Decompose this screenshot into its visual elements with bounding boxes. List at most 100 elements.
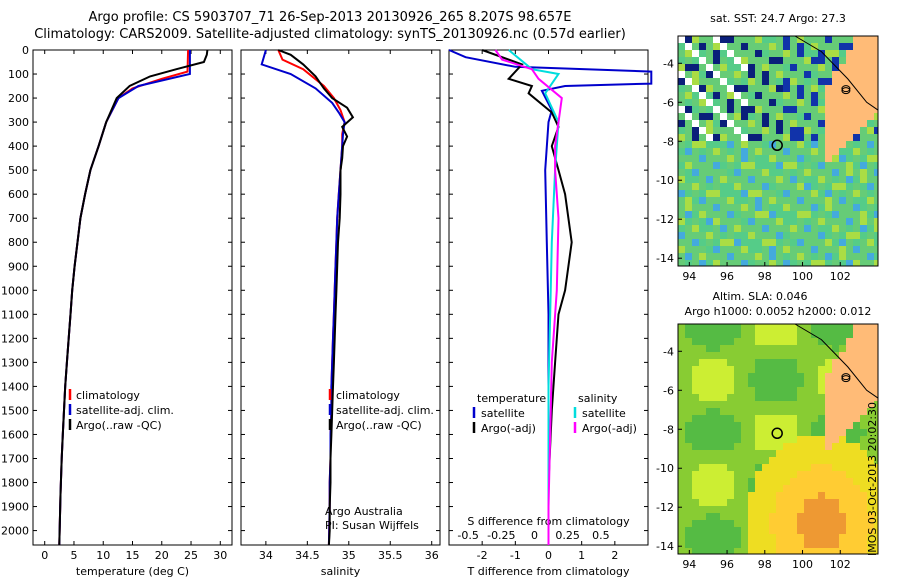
difference-panel: -2 -1 0 1 2 T difference from climatology -0.5… <box>448 49 653 578</box>
map-x-tick-label: 100 <box>792 270 813 283</box>
y-tick-label: 1300 <box>1 356 29 369</box>
legend-label: temperature <box>477 392 546 405</box>
x-tick-label: 35.5 <box>378 549 403 562</box>
x-tick-label: 30 <box>213 549 227 562</box>
y-tick-label: 700 <box>8 212 29 225</box>
sla-map-subtitle: Argo h1000: 0.0052 h2000: 0.012 <box>685 305 872 318</box>
sst-map-title: sat. SST: 24.7 Argo: 27.3 <box>710 12 846 25</box>
map-y-tick-label: -12 <box>656 213 674 226</box>
y-tick-label: 1000 <box>1 284 29 297</box>
y-tick-label: 600 <box>8 188 29 201</box>
map-x-tick-label: 100 <box>792 558 813 571</box>
map-x-tick-label: 94 <box>682 558 696 571</box>
y-tick-label: 1900 <box>1 501 29 514</box>
map-x-tick-label: 94 <box>682 270 696 283</box>
map-x-tick-label: 102 <box>830 270 851 283</box>
salinity-panel: 34 34.5 35 35.5 36 salinity climatology satelli… <box>240 49 441 578</box>
legend-label: satellite <box>582 407 626 420</box>
x2-tick-label: 0 <box>531 529 538 542</box>
series-line-temperature-argo-adj- <box>481 49 573 545</box>
timestamp-label: IMOS 03-Oct-2013 20:02:30 <box>866 401 879 556</box>
map-x-tick-label: 102 <box>830 558 851 571</box>
x-tick-label: 36 <box>425 549 439 562</box>
sst-field <box>678 36 878 266</box>
map-y-tick-label: -6 <box>663 384 674 397</box>
argo-position-marker <box>771 427 783 440</box>
map-x-tick-label: 96 <box>720 270 734 283</box>
x-tick-label: 15 <box>126 549 140 562</box>
island-outline <box>841 85 851 93</box>
figure-title-line1: Argo profile: CS 5903707_71 26-Sep-2013 … <box>88 10 572 25</box>
x-axis-label: temperature (deg C) <box>76 565 189 578</box>
y-tick-label: 1200 <box>1 332 29 345</box>
map-y-tick-label: -8 <box>663 423 674 436</box>
coastline <box>794 35 879 111</box>
y-tick-label: 1800 <box>1 477 29 490</box>
y-tick-label: 0 <box>22 44 29 57</box>
legend-label: climatology <box>336 389 400 402</box>
y-tick-label: 900 <box>8 260 29 273</box>
legend-label: satellite-adj. clim. <box>336 404 434 417</box>
legend-label: salinity <box>578 392 618 405</box>
map-y-tick-label: -12 <box>656 501 674 514</box>
y-tick-label: 100 <box>8 68 29 81</box>
y-tick-label: 1600 <box>1 428 29 441</box>
x-tick-label: 2 <box>611 549 618 562</box>
temperature-panel: 0100200300400500600700800900100011001200… <box>1 44 233 578</box>
x-tick-label: 0 <box>41 549 48 562</box>
island-outline <box>841 375 851 383</box>
y-tick-label: 2000 <box>1 525 29 538</box>
map-frame <box>677 323 879 555</box>
legend-label: climatology <box>76 389 140 402</box>
map-y-tick-label: -10 <box>656 462 674 475</box>
legend-label: Argo(..raw -QC) <box>76 419 162 432</box>
x-tick-label: -2 <box>477 549 488 562</box>
series-line-salinity-argo-adj- <box>494 49 563 545</box>
island-outline <box>841 373 851 381</box>
legend-label: satellite-adj. clim. <box>76 404 174 417</box>
x-tick-label: 35 <box>342 549 356 562</box>
y-tick-label: 300 <box>8 116 29 129</box>
x-tick-label: 25 <box>184 549 198 562</box>
map-y-tick-label: -8 <box>663 135 674 148</box>
y-tick-label: 1100 <box>1 308 29 321</box>
map-y-tick-label: -10 <box>656 174 674 187</box>
series-line-argo-raw-qc- <box>277 49 355 546</box>
y-tick-label: 1400 <box>1 380 29 393</box>
sla-map: 94 96 98 100 102 -4 -6 -8 -10 -12 -14 Altim. SLA: 0… <box>656 290 879 571</box>
legend-label: Argo(..raw -QC) <box>336 419 422 432</box>
x-tick-label: 20 <box>155 549 169 562</box>
legend-label: satellite <box>481 407 525 420</box>
x-tick-label: 10 <box>96 549 110 562</box>
x-tick-label: 5 <box>70 549 77 562</box>
x-tick-label: 1 <box>578 549 585 562</box>
x-tick-label: -1 <box>510 549 521 562</box>
panel-annotation: PI: Susan Wijffels <box>325 519 419 532</box>
y-tick-label: 500 <box>8 164 29 177</box>
y-tick-label: 400 <box>8 140 29 153</box>
y-tick-label: 1500 <box>1 404 29 417</box>
x-tick-label: 34.5 <box>295 549 320 562</box>
sst-map: 94 96 98 100 102 -4 -6 -8 -10 -12 -14 sat. SST: 24.… <box>656 12 879 283</box>
map-y-tick-label: -6 <box>663 96 674 109</box>
y-tick-label: 1700 <box>1 452 29 465</box>
x2-tick-label: -0.25 <box>487 529 515 542</box>
x2-tick-label: 0.25 <box>555 529 580 542</box>
y-tick-label: 200 <box>8 92 29 105</box>
legend-label: Argo(-adj) <box>582 422 637 435</box>
x2-tick-label: -0.5 <box>457 529 478 542</box>
sla-field <box>678 324 878 554</box>
plot-frame <box>240 49 441 546</box>
panel-annotation: Argo Australia <box>325 505 403 518</box>
map-x-tick-label: 98 <box>758 558 772 571</box>
y-tick-label: 800 <box>8 236 29 249</box>
x-axis-label: salinity <box>321 565 361 578</box>
map-y-tick-label: -14 <box>656 252 674 265</box>
sla-map-title: Altim. SLA: 0.046 <box>712 290 807 303</box>
plot-frame <box>32 49 233 546</box>
x-axis-label: T difference from climatology <box>467 565 630 578</box>
argo-position-marker <box>771 139 783 152</box>
map-y-tick-label: -4 <box>663 345 674 358</box>
island-outline <box>841 87 851 95</box>
